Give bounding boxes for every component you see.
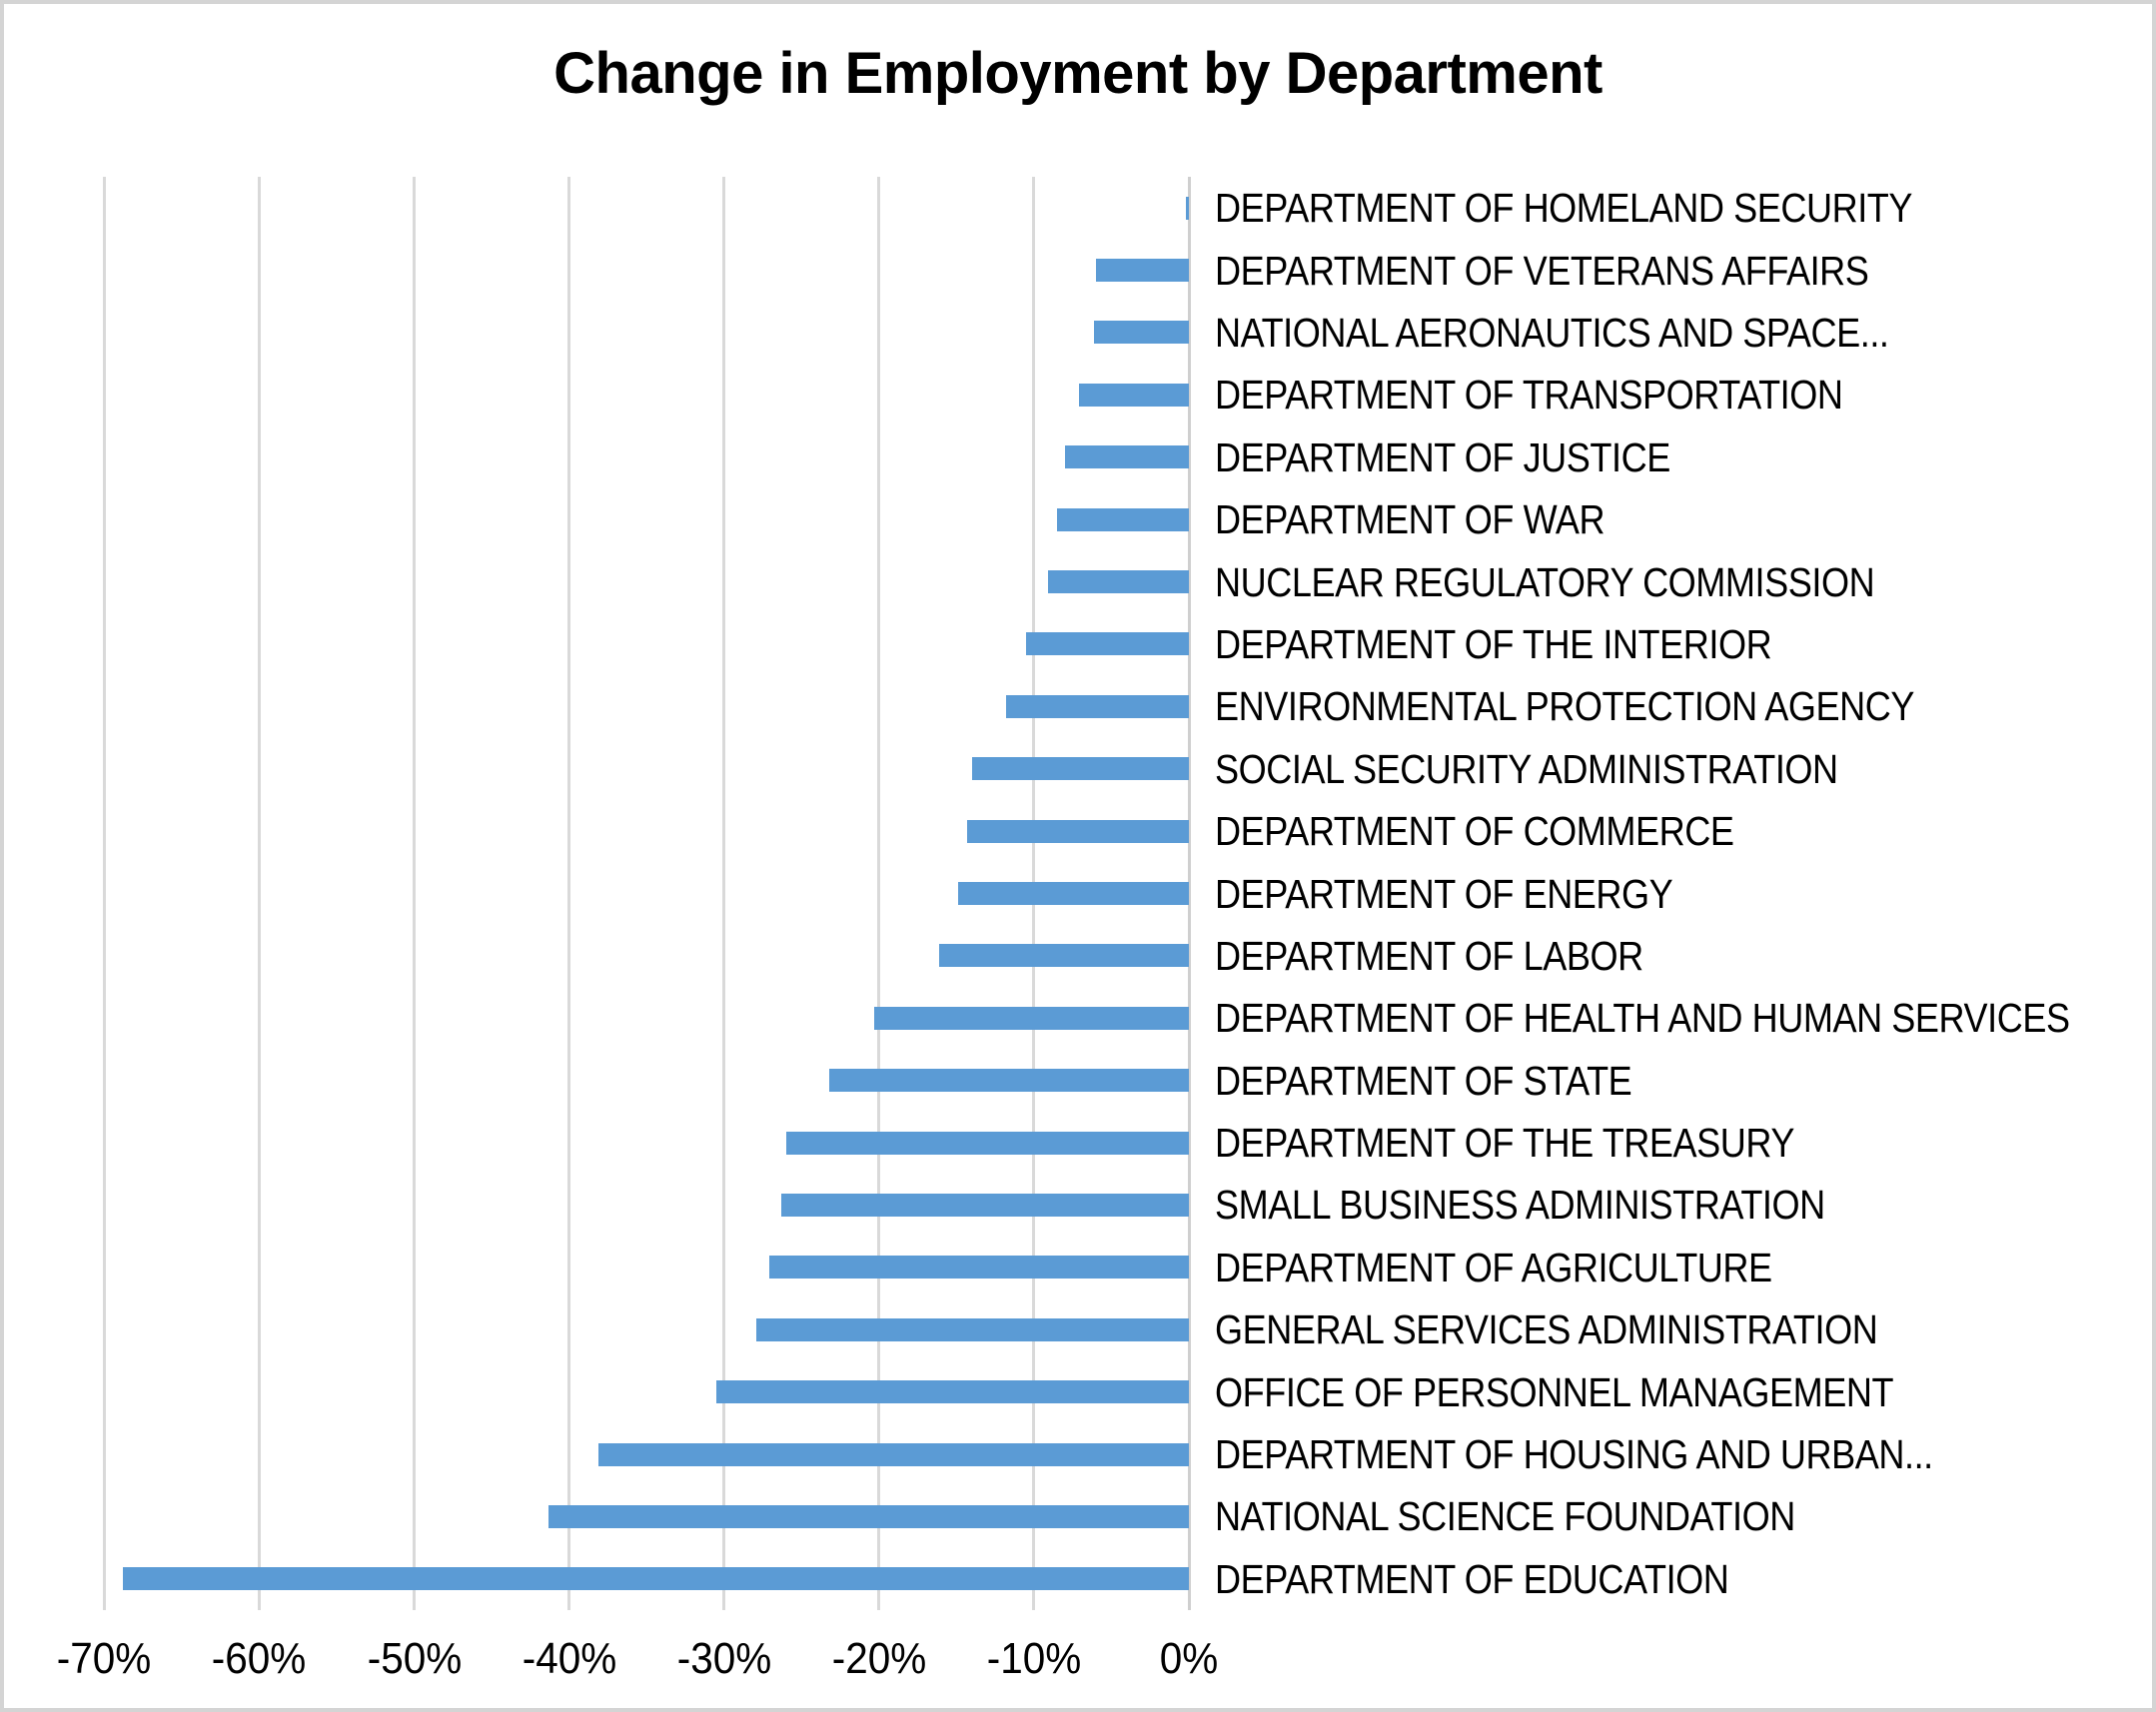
category-label: DEPARTMENT OF TRANSPORTATION [1215,372,1843,419]
category-label: DEPARTMENT OF VETERANS AFFAIRS [1215,247,1869,294]
chart-title: Change in Employment by Department [553,41,1603,106]
category-label: DEPARTMENT OF THE INTERIOR [1215,620,1772,667]
category-label: DEPARTMENT OF AGRICULTURE [1215,1244,1772,1290]
bar [957,882,1189,905]
category-label: DEPARTMENT OF EDUCATION [1215,1555,1729,1602]
category-label: DEPARTMENT OF LABOR [1215,932,1643,979]
bar [874,1006,1189,1030]
gridline [877,177,881,1610]
bar [829,1069,1189,1093]
x-tick-label: -20% [831,1634,927,1683]
bar [756,1317,1189,1341]
gridline [567,177,571,1610]
x-tick-label: -40% [522,1634,616,1683]
category-label: DEPARTMENT OF COMMERCE [1215,808,1734,855]
bar [1064,445,1189,469]
category-label: DEPARTMENT OF ENERGY [1215,870,1673,917]
bar [781,1193,1189,1217]
category-label: NATIONAL AERONAUTICS AND SPACE... [1215,309,1889,356]
bar [598,1442,1189,1466]
category-label: SMALL BUSINESS ADMINISTRATION [1215,1182,1825,1229]
category-label: GENERAL SERVICES ADMINISTRATION [1215,1306,1878,1353]
zero-axis-line [1187,177,1191,1610]
category-label: DEPARTMENT OF HOMELAND SECURITY [1215,185,1913,232]
bar [1185,196,1189,220]
category-label: DEPARTMENT OF HOUSING AND URBAN... [1215,1431,1933,1478]
bar [1047,570,1189,594]
category-label: SOCIAL SECURITY ADMINISTRATION [1215,745,1838,792]
bar [548,1504,1189,1528]
bar [967,819,1189,843]
bar [1005,694,1189,718]
gridline [722,177,726,1610]
x-tick-label: -70% [57,1634,152,1683]
bar [1078,383,1189,407]
category-label: DEPARTMENT OF WAR [1215,496,1606,543]
category-label: DEPARTMENT OF THE TREASURY [1215,1120,1794,1167]
gridline [102,177,106,1610]
gridline [413,177,416,1610]
bar [1057,507,1189,531]
x-tick-label: 0% [1159,1634,1219,1683]
bar [122,1567,1189,1591]
category-label: OFFICE OF PERSONNEL MANAGEMENT [1215,1368,1894,1415]
category-label: DEPARTMENT OF JUSTICE [1215,433,1670,480]
bar [715,1380,1189,1404]
bar [1026,632,1189,656]
bar [1095,259,1189,283]
gridline [257,177,261,1610]
bar [1094,321,1189,345]
bar [939,944,1189,968]
x-tick-label: -10% [986,1634,1082,1683]
category-label: ENVIRONMENTAL PROTECTION AGENCY [1215,683,1915,730]
x-tick-label: -50% [367,1634,462,1683]
bar [785,1131,1189,1155]
x-tick-label: -60% [212,1634,307,1683]
category-label: DEPARTMENT OF STATE [1215,1057,1632,1104]
bar [971,757,1189,781]
category-label: NUCLEAR REGULATORY COMMISSION [1215,558,1875,605]
category-label: NATIONAL SCIENCE FOUNDATION [1215,1493,1795,1540]
x-tick-label: -30% [676,1634,771,1683]
bar [768,1256,1189,1280]
category-label: DEPARTMENT OF HEALTH AND HUMAN SERVICES [1215,995,2070,1042]
